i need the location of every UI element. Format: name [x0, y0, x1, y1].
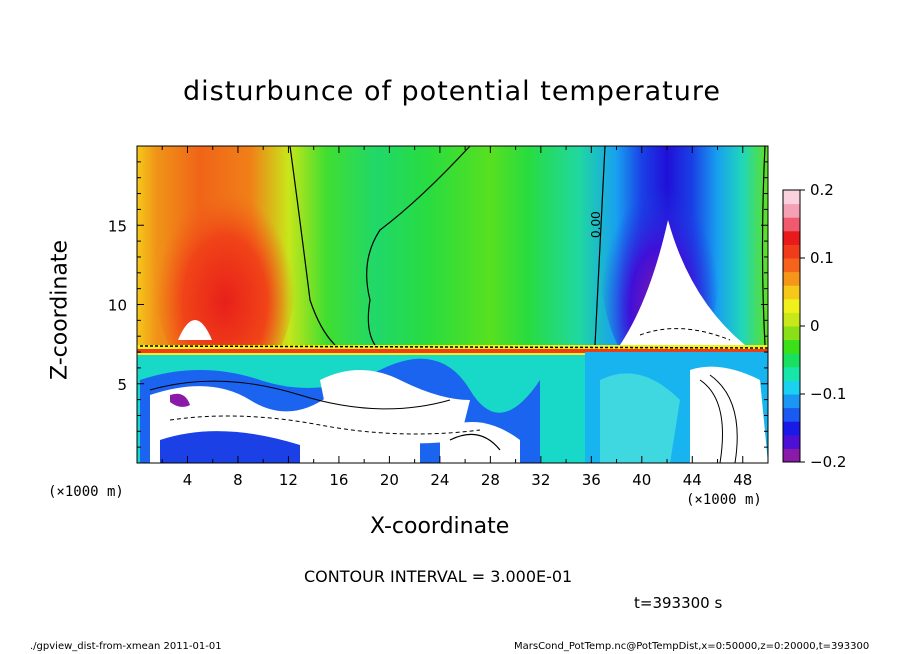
x-tick-label: 24 [430, 471, 449, 489]
footer-left: ./gpview_dist-from-xmean 2011-01-01 [30, 641, 222, 652]
colorbar-swatch [783, 434, 800, 449]
y-unit-label-right: (×1000 m) [686, 492, 762, 508]
y-tick-label: 5 [117, 376, 127, 394]
colorbar-ticks: 0.2 0.1 0 −0.1 −0.2 [800, 181, 846, 471]
time-label: t=393300 s [634, 594, 723, 612]
x-tick-label: 16 [329, 471, 348, 489]
colorbar-swatch [783, 217, 800, 232]
colorbar-tick-label: 0.1 [810, 249, 834, 267]
colorbar-tick-label: −0.1 [810, 385, 846, 403]
colorbar-tick-label: 0.2 [810, 181, 834, 199]
x-tick-label: 4 [183, 471, 193, 489]
colorbar-swatch [783, 448, 800, 463]
colorbar-swatch [783, 244, 800, 259]
colorbar-swatch [783, 203, 800, 218]
colorbar-swatch [783, 353, 800, 368]
colorbar [783, 190, 800, 463]
x-tick-label: 12 [279, 471, 298, 489]
contour-interval-text: CONTOUR INTERVAL = 3.000E-01 [304, 567, 573, 586]
x-tick-label: 20 [380, 471, 399, 489]
x-unit-label-left: (×1000 m) [48, 484, 124, 500]
y-tick-label: 15 [108, 217, 127, 235]
colorbar-swatch [783, 258, 800, 273]
colorbar-tick-label: −0.2 [810, 453, 846, 471]
colorbar-swatch [783, 394, 800, 409]
x-tick-label: 32 [531, 471, 550, 489]
y-tick-label: 10 [108, 297, 127, 315]
colorbar-swatch [783, 366, 800, 381]
colorbar-swatch [783, 380, 800, 395]
heatmap-field [137, 146, 768, 463]
colorbar-swatch [783, 285, 800, 300]
colorbar-swatch [783, 230, 800, 245]
x-tick-label: 40 [632, 471, 651, 489]
x-tick-label: 44 [683, 471, 702, 489]
x-tick-label: 48 [733, 471, 752, 489]
colorbar-swatch [783, 190, 800, 205]
footer-right: MarsCond_PotTemp.nc@PotTempDist,x=0:5000… [514, 641, 870, 652]
y-axis-label: Z-coordinate [47, 240, 73, 380]
x-axis-label: X-coordinate [370, 514, 510, 539]
colorbar-swatch [783, 339, 800, 354]
chart-title: disturbunce of potential temperature [183, 76, 721, 107]
contour-label: 0.00 [589, 211, 603, 238]
colorbar-swatch [783, 407, 800, 422]
x-tick-label: 28 [481, 471, 500, 489]
colorbar-swatch [783, 421, 800, 436]
x-tick-label: 36 [582, 471, 601, 489]
colorbar-swatch [783, 326, 800, 341]
colorbar-swatch [783, 298, 800, 313]
colorbar-swatch [783, 312, 800, 327]
colorbar-tick-label: 0 [810, 317, 820, 335]
y-axis-ticks: 5 10 15 [108, 161, 768, 448]
colorbar-swatch [783, 271, 800, 286]
x-tick-label: 8 [233, 471, 243, 489]
x-axis-ticks: 4 8 12 16 20 24 28 32 36 40 44 48 [161, 146, 752, 489]
